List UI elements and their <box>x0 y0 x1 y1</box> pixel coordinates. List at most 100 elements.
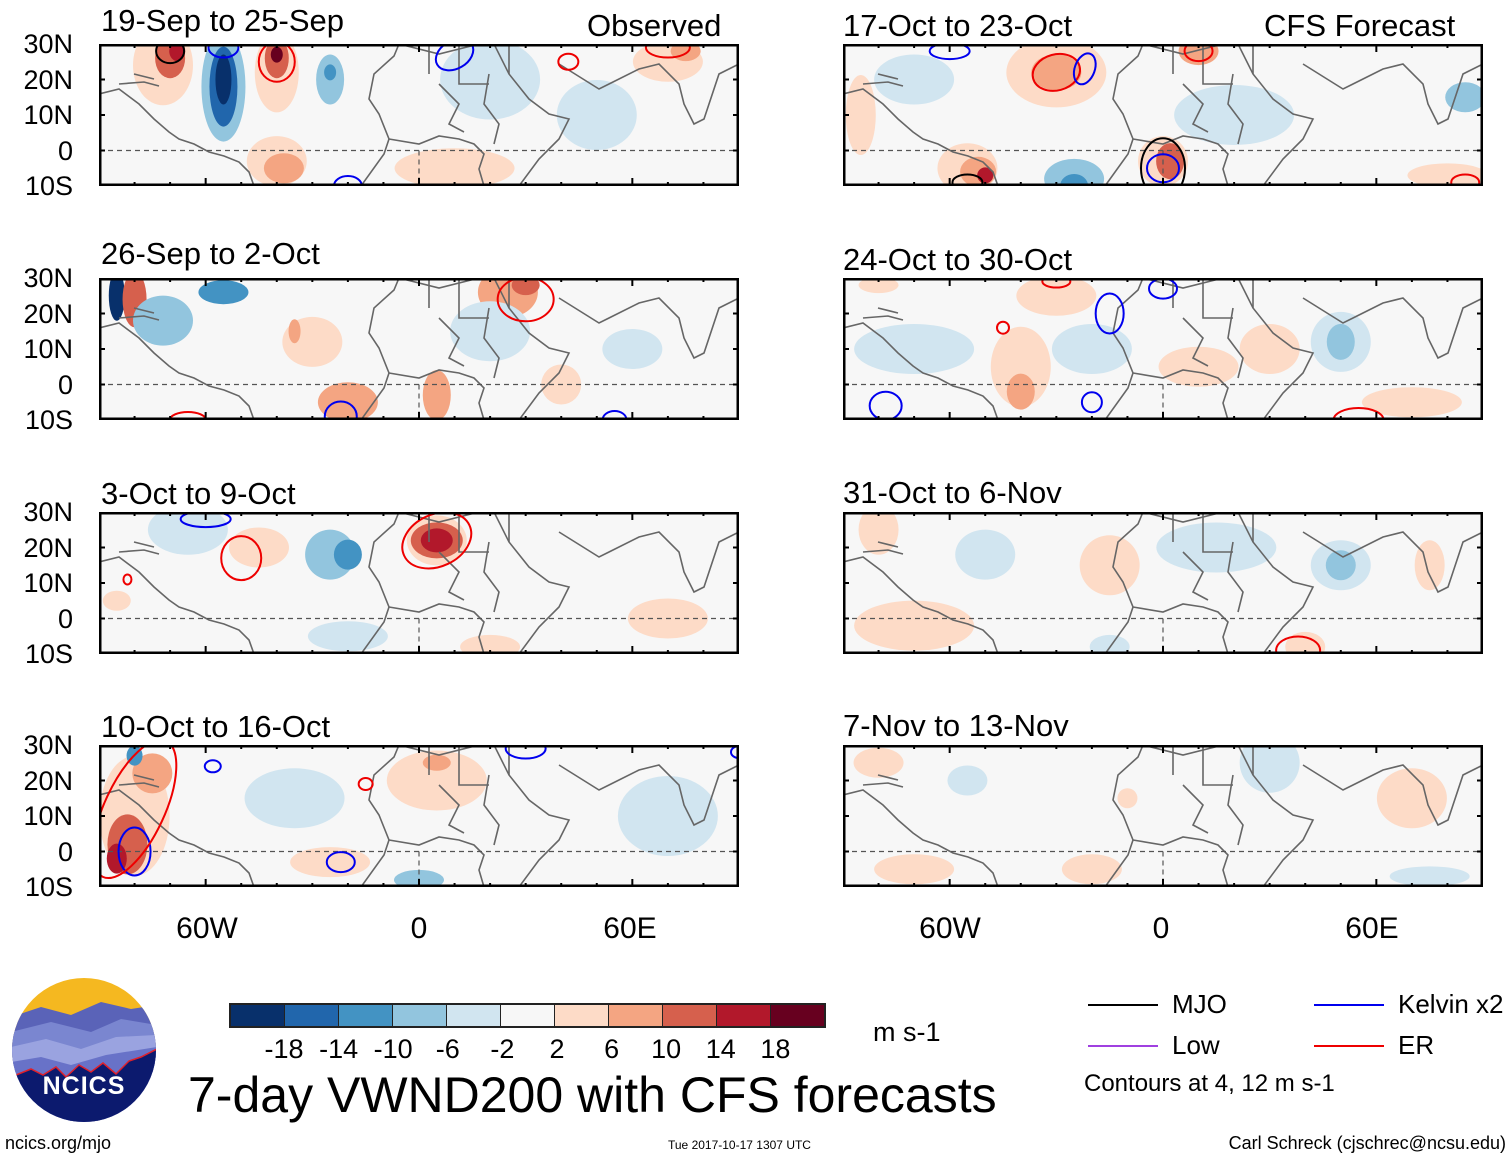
coastline <box>1104 278 1144 420</box>
colorbar-swatch <box>555 1005 609 1026</box>
colorbar-tick-label: -10 <box>373 1034 413 1064</box>
y-tick-label: 0 <box>57 603 73 634</box>
coastline <box>843 556 999 654</box>
anomaly-blob <box>1044 158 1105 186</box>
coastline <box>438 307 500 379</box>
coastline <box>428 278 510 319</box>
coastline <box>1302 764 1483 827</box>
y-tick-label: 10N <box>23 100 73 130</box>
anomaly-blob <box>1239 324 1300 374</box>
wave-contour <box>1094 292 1125 335</box>
coastline <box>388 836 485 887</box>
wave-contour <box>122 573 133 586</box>
anomaly-blob <box>990 326 1051 407</box>
wave-contour <box>496 278 555 323</box>
x-tick-label: 0 <box>410 912 428 945</box>
wave-contour <box>257 44 296 83</box>
colorbar-swatch <box>339 1005 393 1026</box>
y-tick-label: 20N <box>23 298 73 329</box>
anomaly-blob <box>1414 540 1445 591</box>
panel-title: 10-Oct to 16-Oct <box>101 709 331 744</box>
anomaly-blob <box>1031 54 1082 91</box>
panel-title: 31-Oct to 6-Nov <box>843 475 1062 510</box>
wave-contour <box>323 400 358 420</box>
coastline <box>1302 531 1483 594</box>
coastline <box>118 307 160 321</box>
panel-title: 3-Oct to 9-Oct <box>101 476 296 511</box>
anomaly-blob <box>420 528 453 553</box>
anomaly-blob <box>617 776 718 856</box>
anomaly-blob <box>1445 82 1483 113</box>
coastline <box>862 73 904 87</box>
coastline <box>438 541 500 613</box>
coastline <box>1132 603 1229 654</box>
coastline <box>99 88 255 186</box>
logo-text: NCICS <box>42 1072 126 1100</box>
anomaly-blob <box>1156 522 1277 573</box>
map-panel-6 <box>843 512 1483 654</box>
coastline <box>1182 307 1244 379</box>
anomaly-blob <box>1178 44 1219 66</box>
x-tick-label: 60E <box>603 912 657 945</box>
anomaly-blob <box>1061 854 1122 885</box>
coastline <box>118 774 160 788</box>
panel-title: 19-Sep to 25-Sep <box>101 3 345 38</box>
wave-contour <box>928 44 971 61</box>
coastline <box>398 745 571 887</box>
wave-contour <box>179 512 232 529</box>
anomaly-blob <box>333 539 362 570</box>
coastline <box>1172 44 1254 85</box>
panel-title: 17-Oct to 23-Oct <box>843 8 1073 43</box>
coastline <box>1182 774 1244 846</box>
y-tick-label: 10N <box>23 801 73 831</box>
map-panel-2 <box>99 512 739 654</box>
legend-swatch <box>1088 1003 1158 1006</box>
coastline <box>99 322 255 420</box>
wave-contour <box>99 745 178 880</box>
y-tick-label: 20N <box>23 765 73 796</box>
anomaly-blob <box>874 854 955 885</box>
colorbar-tick-label: -2 <box>490 1034 515 1064</box>
coastline <box>1182 73 1244 145</box>
anomaly-blob <box>386 750 487 811</box>
anomaly-blob <box>1016 278 1097 316</box>
coastline <box>1104 512 1144 654</box>
anomaly-blob <box>440 44 541 120</box>
coastline <box>558 764 739 827</box>
anomaly-blob <box>556 80 637 150</box>
legend-item-kelvin: Kelvin x2 <box>1314 989 1504 1020</box>
anomaly-blob <box>1051 324 1132 374</box>
wave-contour <box>1450 173 1481 186</box>
coastline <box>388 135 485 186</box>
anomaly-blob <box>853 747 904 778</box>
coastline <box>1104 745 1144 887</box>
coastline <box>558 531 739 594</box>
legend-label: MJO <box>1172 989 1227 1019</box>
wave-contour <box>644 44 691 59</box>
wave-contour <box>207 44 240 59</box>
coastline <box>1302 297 1483 360</box>
coastline <box>1132 135 1229 186</box>
wave-contour <box>1275 635 1322 654</box>
colorbar-tick-label: 14 <box>705 1034 736 1064</box>
colorbar-tick-label: 10 <box>651 1034 682 1064</box>
wave-contour <box>325 851 356 874</box>
footer-timestamp: Tue 2017-10-17 1307 UTC <box>668 1138 811 1152</box>
map-panel-5 <box>843 278 1483 420</box>
anomaly-blob <box>108 278 125 321</box>
anomaly-blob <box>1325 550 1356 581</box>
coastline <box>1142 278 1315 420</box>
anomaly-blob <box>450 301 531 362</box>
colorbar-swatch <box>231 1005 285 1026</box>
y-tick-label: 20N <box>23 532 73 563</box>
wave-contour <box>1041 278 1072 289</box>
footer-url[interactable]: ncics.org/mjo <box>5 1133 112 1153</box>
coastline <box>1132 836 1229 887</box>
colorbar-tick-label: 2 <box>549 1034 565 1064</box>
y-tick-label: 0 <box>57 369 73 400</box>
coastline <box>843 88 999 186</box>
coastline <box>388 369 485 420</box>
anomaly-blob <box>270 46 283 63</box>
anomaly-blob <box>845 75 876 155</box>
anomaly-blob <box>460 634 521 654</box>
